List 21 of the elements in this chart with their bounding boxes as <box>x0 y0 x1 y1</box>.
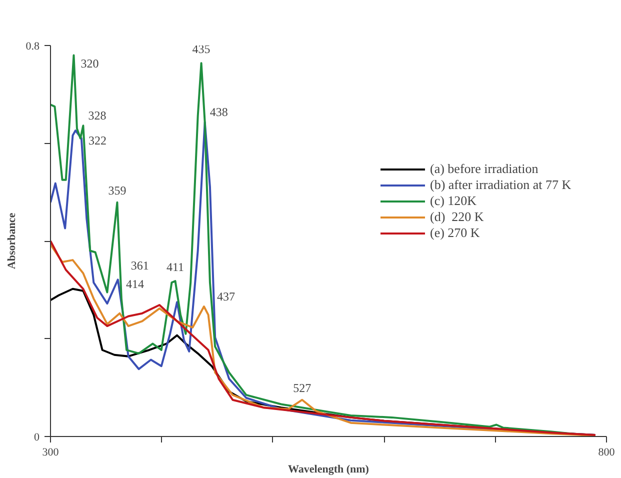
legend-label: (a) before irradiation <box>430 161 538 177</box>
annotation: 320 <box>80 56 99 70</box>
annotation: 328 <box>88 108 106 123</box>
annotation: 438 <box>210 105 228 120</box>
annotation: 437 <box>216 289 235 304</box>
legend-label: (d) 220 K <box>430 209 484 225</box>
y-tick-label: 0.8 <box>26 40 40 52</box>
y-tick-label: 0 <box>34 432 40 444</box>
x-tick-label: 800 <box>598 446 616 458</box>
annotation: 414 <box>126 277 144 292</box>
annotation: 527 <box>293 380 312 395</box>
y-axis-title: Absorbance <box>6 212 18 270</box>
legend-label: (e) 270 K <box>430 225 480 241</box>
x-axis-title: Wavelength (nm) <box>288 464 370 476</box>
x-tick-label: 300 <box>42 446 60 458</box>
legend-label: (b) after irradiation at 77 K <box>430 177 572 193</box>
annotation: 322 <box>88 134 107 148</box>
legend-label: (c) 120K <box>430 193 477 209</box>
annotation: 411 <box>166 260 184 274</box>
annotation: 361 <box>130 258 149 273</box>
annotation: 359 <box>108 183 126 198</box>
